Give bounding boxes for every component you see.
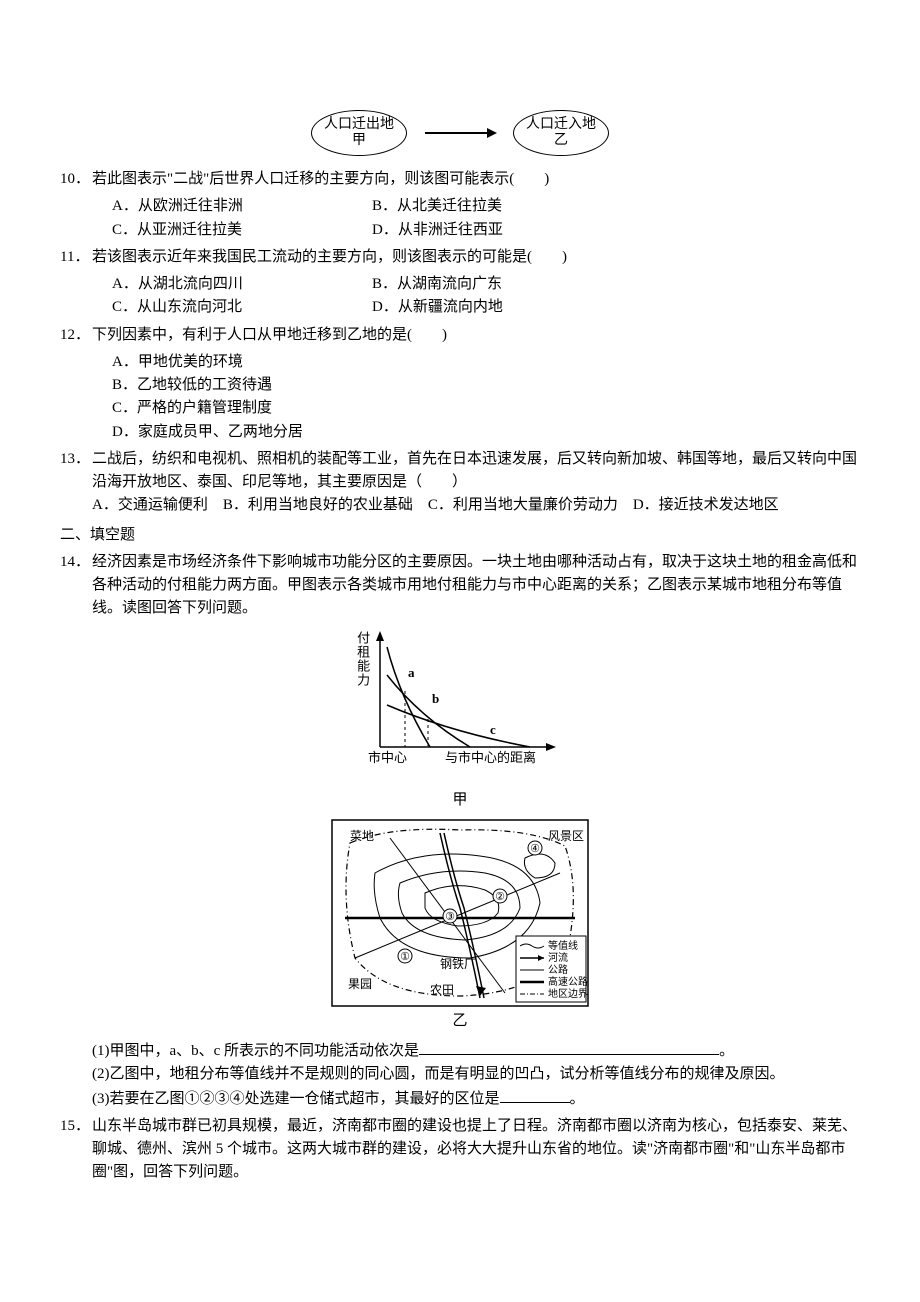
yi-caption: 乙 xyxy=(452,1010,467,1033)
q12-stem: 下列因素中，有利于人口从甲地迁移到乙地的是( ) xyxy=(92,324,860,347)
yi-caidi: 菜地 xyxy=(350,829,374,843)
leg4: 高速公路 xyxy=(548,975,588,988)
jia-xlab-right: 与市中心的距离 xyxy=(445,750,536,765)
question-10: 10． 若此图表示"二战"后世界人口迁移的主要方向，则该图可能表示( ) xyxy=(60,168,860,191)
q14-s1b: 。 xyxy=(719,1043,734,1059)
yi-n3: ③ xyxy=(445,911,455,923)
jia-label-a: a xyxy=(408,665,415,680)
question-14: 14． 经济因素是市场经济条件下影响城市功能分区的主要原因。一块土地由哪种活动占… xyxy=(60,551,860,621)
leg3: 公路 xyxy=(548,963,568,976)
q10-optB: B．从北美迁往拉美 xyxy=(372,195,632,218)
q12-optB: B．乙地较低的工资待遇 xyxy=(112,374,860,397)
q11-options: A．从湖北流向四川 B．从湖南流向广东 C．从山东流向河北 D．从新疆流向内地 xyxy=(112,273,860,320)
jia-xlab-left: 市中心 xyxy=(368,750,407,765)
q14-num: 14． xyxy=(60,551,92,621)
q11-optA: A．从湖北流向四川 xyxy=(112,273,372,296)
yi-n1: ① xyxy=(400,951,410,963)
q14-stem: 经济因素是市场经济条件下影响城市功能分区的主要原因。一块土地由哪种活动占有，取决… xyxy=(92,551,860,621)
jia-label-c: c xyxy=(490,722,496,737)
q13-body: 二战后，纺织和电视机、照相机的装配等工业，首先在日本迅速发展，后又转向新加坡、韩… xyxy=(92,448,860,518)
leg2: 河流 xyxy=(548,951,568,964)
page: 人口迁出地 甲 人口迁入地 乙 10． 若此图表示"二战"后世界人口迁移的主要方… xyxy=(0,0,920,1302)
yi-n4: ④ xyxy=(530,843,540,855)
q11-optC: C．从山东流向河北 xyxy=(112,296,372,319)
section-2-heading: 二、填空题 xyxy=(60,524,860,547)
jia-ylabel: 付租能力 xyxy=(352,631,372,687)
q14-sub2: (2)乙图中，地租分布等值线并不是规则的同心圆，而是有明显的凹凸，试分析等值线分… xyxy=(92,1063,860,1086)
q14-s1a: (1)甲图中，a、b、c 所表示的不同功能活动依次是 xyxy=(92,1043,419,1059)
q12-optC: C．严格的户籍管理制度 xyxy=(112,397,860,420)
q10-stem: 若此图表示"二战"后世界人口迁移的主要方向，则该图可能表示( ) xyxy=(92,168,860,191)
q10-optC: C．从亚洲迁往拉美 xyxy=(112,219,372,242)
q10-num: 10． xyxy=(60,168,92,191)
ellipse-left: 人口迁出地 甲 xyxy=(311,110,407,156)
q10-optA: A．从欧洲迁往非洲 xyxy=(112,195,372,218)
q10-options: A．从欧洲迁往非洲 B．从北美迁往拉美 C．从亚洲迁往拉美 D．从非洲迁往西亚 xyxy=(112,195,860,242)
yi-guoyuan: 果园 xyxy=(348,977,372,991)
figure-jia: 付租能力 a b c 市中心 与市中 xyxy=(60,627,860,812)
yi-svg: ① ② ③ ④ 菜地 风景区 果园 农田 钢铁厂 等值线 河流 xyxy=(330,818,590,1008)
jia-label-b: b xyxy=(432,691,439,706)
q14-sub1: (1)甲图中，a、b、c 所表示的不同功能活动依次是 。 xyxy=(92,1039,860,1063)
q10-optD: D．从非洲迁往西亚 xyxy=(372,219,632,242)
yi-n2: ② xyxy=(495,891,505,903)
q11-optB: B．从湖南流向广东 xyxy=(372,273,632,296)
yi-nongtian: 农田 xyxy=(430,983,454,997)
migration-diagram: 人口迁出地 甲 人口迁入地 乙 xyxy=(60,110,860,156)
arrow-icon xyxy=(425,132,495,134)
yi-gangtie: 钢铁厂 xyxy=(440,957,476,971)
q11-stem: 若该图表示近年来我国民工流动的主要方向，则该图表示的可能是( ) xyxy=(92,246,860,269)
q13-opts: A．交通运输便利 B．利用当地良好的农业基础 C．利用当地大量廉价劳动力 D．接… xyxy=(92,497,779,513)
blank-short xyxy=(500,1087,570,1103)
jia-svg: a b c 市中心 与市中心的距离 xyxy=(350,627,570,767)
leg1: 等值线 xyxy=(548,939,578,952)
question-12: 12． 下列因素中，有利于人口从甲地迁移到乙地的是( ) xyxy=(60,324,860,347)
q12-num: 12． xyxy=(60,324,92,347)
question-13: 13． 二战后，纺织和电视机、照相机的装配等工业，首先在日本迅速发展，后又转向新… xyxy=(60,448,860,518)
q12-optA: A．甲地优美的环境 xyxy=(112,351,860,374)
q11-optD: D．从新疆流向内地 xyxy=(372,296,632,319)
figure-yi: ① ② ③ ④ 菜地 风景区 果园 农田 钢铁厂 等值线 河流 xyxy=(60,818,860,1033)
question-11: 11． 若该图表示近年来我国民工流动的主要方向，则该图表示的可能是( ) xyxy=(60,246,860,269)
ellipse-left-line1: 人口迁出地 xyxy=(324,117,394,133)
yi-fengjing: 风景区 xyxy=(548,829,584,843)
q14-s3b: 。 xyxy=(570,1091,585,1107)
q14-sub3: (3)若要在乙图①②③④处选建一仓储式超市，其最好的区位是 。 xyxy=(92,1087,860,1111)
ellipse-right: 人口迁入地 乙 xyxy=(513,110,609,156)
chart-jia: 付租能力 a b c 市中心 与市中 xyxy=(350,627,570,787)
question-15: 15． 山东半岛城市群已初具规模，最近，济南都市圈的建设也提上了日程。济南都市圈… xyxy=(60,1115,860,1185)
blank-line xyxy=(419,1039,719,1055)
leg5: 地区边界 xyxy=(548,987,588,1000)
ellipse-right-line1: 人口迁入地 xyxy=(526,117,596,133)
q15-stem: 山东半岛城市群已初具规模，最近，济南都市圈的建设也提上了日程。济南都市圈以济南为… xyxy=(92,1115,860,1185)
jia-caption: 甲 xyxy=(452,789,467,812)
q11-num: 11． xyxy=(60,246,92,269)
ellipse-left-line2: 甲 xyxy=(352,133,366,149)
q14-s3a: (3)若要在乙图①②③④处选建一仓储式超市，其最好的区位是 xyxy=(92,1091,500,1107)
q13-stem: 二战后，纺织和电视机、照相机的装配等工业，首先在日本迅速发展，后又转向新加坡、韩… xyxy=(92,451,857,490)
q12-options: A．甲地优美的环境 B．乙地较低的工资待遇 C．严格的户籍管理制度 D．家庭成员… xyxy=(112,351,860,444)
ellipse-right-line2: 乙 xyxy=(554,133,568,149)
q12-optD: D．家庭成员甲、乙两地分居 xyxy=(112,421,860,444)
q15-num: 15． xyxy=(60,1115,92,1185)
q13-num: 13． xyxy=(60,448,92,518)
map-yi: ① ② ③ ④ 菜地 风景区 果园 农田 钢铁厂 等值线 河流 xyxy=(330,818,590,1008)
